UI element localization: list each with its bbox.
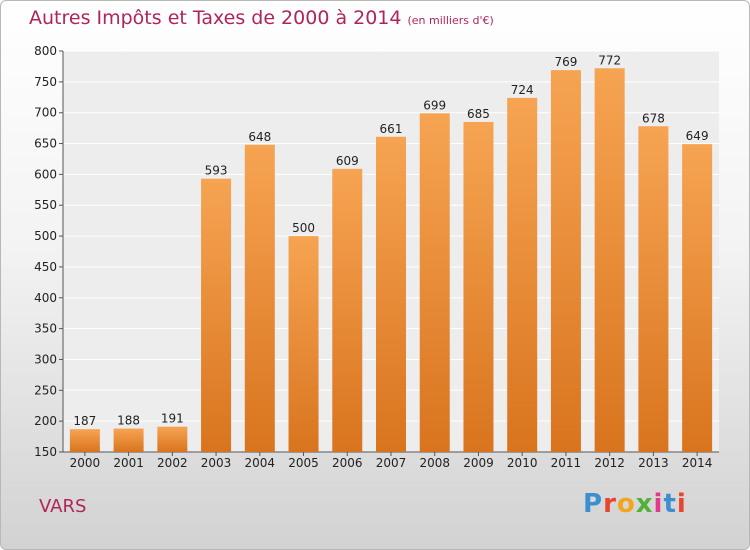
y-tick-label: 250 xyxy=(34,383,57,397)
x-tick-label: 2002 xyxy=(157,456,188,470)
x-tick-label: 2010 xyxy=(507,456,538,470)
bar xyxy=(550,70,581,452)
x-tick-label: 2006 xyxy=(332,456,363,470)
bar xyxy=(244,144,275,452)
bar-value-label: 661 xyxy=(380,122,403,136)
bar-value-label: 678 xyxy=(642,111,665,125)
bar xyxy=(419,113,450,452)
x-tick-label: 2009 xyxy=(463,456,494,470)
title-text: Autres Impôts et Taxes de 2000 à 2014 xyxy=(29,7,402,29)
y-tick-label: 700 xyxy=(34,106,57,120)
bar xyxy=(157,426,188,452)
bar xyxy=(201,178,232,453)
y-tick-label: 650 xyxy=(34,137,57,151)
y-tick-label: 450 xyxy=(34,260,57,274)
bar-value-label: 609 xyxy=(336,154,359,168)
bar xyxy=(594,68,625,452)
y-tick-label: 800 xyxy=(34,44,57,58)
proxiti-logo: Proxiti xyxy=(583,489,687,519)
y-tick-label: 150 xyxy=(34,445,57,459)
bar xyxy=(638,126,669,452)
x-tick-label: 2007 xyxy=(376,456,407,470)
y-tick-label: 600 xyxy=(34,167,57,181)
bar xyxy=(69,429,100,452)
bar-value-label: 191 xyxy=(161,412,184,426)
bar-value-label: 772 xyxy=(598,53,621,67)
bar-value-label: 685 xyxy=(467,107,490,121)
x-tick-label: 2014 xyxy=(682,456,713,470)
x-tick-label: 2008 xyxy=(419,456,450,470)
bar xyxy=(463,121,494,452)
x-tick-label: 2000 xyxy=(70,456,101,470)
y-tick-label: 550 xyxy=(34,198,57,212)
bar-value-label: 500 xyxy=(292,221,315,235)
bar xyxy=(376,136,406,452)
title-unit: (en milliers d'€) xyxy=(407,14,494,27)
y-tick-label: 750 xyxy=(34,75,57,89)
y-tick-label: 300 xyxy=(34,352,57,366)
bar-value-label: 187 xyxy=(73,414,96,428)
bar-value-label: 724 xyxy=(511,83,534,97)
bar xyxy=(682,144,713,452)
x-tick-label: 2005 xyxy=(288,456,319,470)
bar-value-label: 699 xyxy=(423,98,446,112)
bar xyxy=(332,168,363,452)
bar xyxy=(507,97,538,452)
bar-value-label: 769 xyxy=(554,55,577,69)
bar-value-label: 593 xyxy=(205,164,228,178)
chart-title: Autres Impôts et Taxes de 2000 à 2014 (en… xyxy=(29,7,494,29)
bar-value-label: 648 xyxy=(248,130,271,144)
x-tick-label: 2012 xyxy=(594,456,625,470)
x-tick-label: 2001 xyxy=(113,456,144,470)
x-tick-label: 2013 xyxy=(638,456,669,470)
place-name: VARS xyxy=(39,496,87,517)
y-tick-label: 500 xyxy=(34,229,57,243)
bar-value-label: 649 xyxy=(686,129,709,143)
x-tick-label: 2003 xyxy=(201,456,232,470)
x-tick-label: 2004 xyxy=(245,456,276,470)
bar xyxy=(288,236,319,452)
bar xyxy=(113,428,144,452)
bar-value-label: 188 xyxy=(117,414,140,428)
x-tick-label: 2011 xyxy=(551,456,582,470)
y-tick-label: 200 xyxy=(34,414,57,428)
y-tick-label: 400 xyxy=(34,291,57,305)
y-tick-label: 350 xyxy=(34,322,57,336)
